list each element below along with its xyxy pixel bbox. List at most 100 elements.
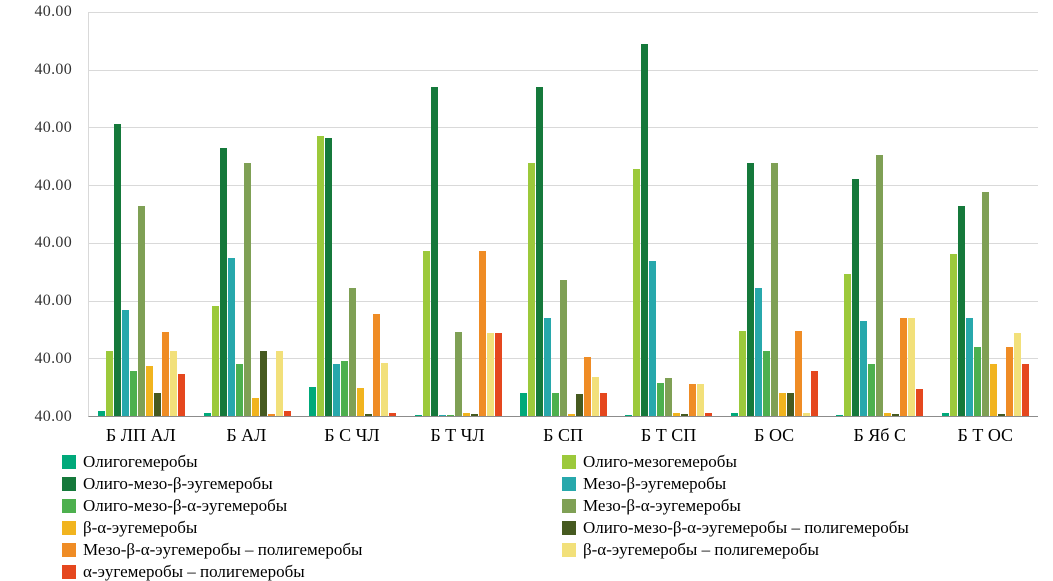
bar-group-9 [933, 12, 1038, 416]
legend: Олигогемеробы Олиго-мезогемеробы Олиго-мез… [62, 452, 1042, 581]
bar-series-1 [730, 412, 738, 416]
bar-series-11 [1021, 364, 1029, 416]
y-tick-label: 40.00 [34, 60, 72, 78]
bar-series-10 [381, 362, 389, 416]
gridline [89, 127, 1038, 129]
x-axis-label-6: Б Т СП [640, 425, 697, 445]
y-axis-tick-labels: 40.00 40.00 40.00 40.00 40.00 40.00 40.00 40.00 [0, 3, 80, 425]
bar-series-5 [130, 370, 138, 416]
y-tick-label: 40.00 [34, 118, 72, 136]
bar-series-9 [478, 250, 486, 416]
bar-series-5 [973, 346, 981, 416]
bar-series-8 [259, 351, 267, 416]
bar-series-4 [122, 309, 130, 416]
bar-series-4 [543, 317, 551, 416]
bar-series-2 [949, 254, 957, 416]
bar-series-5 [657, 382, 665, 416]
legend-item-9: Мезо-β-α-эугемеробы – полигемеробы [62, 540, 556, 559]
bar-group-4 [405, 12, 510, 416]
bar-series-2 [317, 135, 325, 416]
legend-swatch-icon [562, 498, 576, 513]
legend-swatch-icon [562, 542, 576, 557]
legend-swatch-icon [62, 564, 76, 579]
bar-series-7 [146, 366, 154, 416]
bar-series-7 [357, 388, 365, 416]
x-axis-label-2: Б АЛ [226, 425, 267, 445]
bar-series-6 [981, 192, 989, 416]
legend-swatch-icon [62, 498, 76, 513]
bar-series-3 [114, 123, 122, 416]
bar-series-6 [770, 163, 778, 416]
bar-series-6 [243, 163, 251, 416]
y-tick-label: 40.00 [34, 292, 72, 310]
legend-label: Олиго-мезо-β-α-эугемеробы – полигемеробы [583, 518, 909, 537]
bar-series-8 [681, 413, 689, 416]
gridline [89, 242, 1038, 244]
bar-series-6 [454, 331, 462, 416]
bar-series-7 [884, 412, 892, 416]
legend-item-2: Олиго-мезогемеробы [562, 452, 1042, 471]
bar-series-8 [470, 413, 478, 416]
gridline [89, 12, 1038, 13]
bar-series-9 [583, 357, 591, 416]
bar-series-2 [211, 306, 219, 416]
legend-label: Олиго-мезо-β-эугемеробы [83, 474, 273, 493]
gridline [89, 69, 1038, 71]
bar-series-5 [762, 351, 770, 416]
bar-series-3 [957, 205, 965, 416]
y-tick-label: 40.00 [34, 234, 72, 252]
legend-label: Олиго-мезогемеробы [583, 452, 737, 471]
bar-series-5 [446, 414, 454, 416]
legend-swatch-icon [562, 454, 576, 469]
legend-item-4: Мезо-β-эугемеробы [562, 474, 1042, 493]
bar-series-1 [519, 392, 527, 416]
bar-series-4 [754, 287, 762, 416]
legend-label: Мезо-β-α-эугемеробы – полигемеробы [83, 540, 363, 559]
bar-group-6 [616, 12, 721, 416]
bar-series-8 [786, 392, 794, 416]
legend-swatch-icon [62, 520, 76, 535]
legend-label: Олигогемеробы [83, 452, 198, 471]
bar-series-3 [535, 87, 543, 416]
bar-series-4 [965, 317, 973, 416]
legend-label: α-эугемеробы – полигемеробы [83, 562, 305, 581]
x-axis-label-9: Б Т ОС [957, 425, 1014, 445]
bar-series-9 [162, 331, 170, 416]
bar-group-2 [194, 12, 299, 416]
bar-series-9 [689, 383, 697, 416]
bar-series-5 [341, 360, 349, 416]
legend-item-1: Олигогемеробы [62, 452, 556, 471]
y-tick-label: 40.00 [34, 3, 72, 20]
bar-series-8 [154, 392, 162, 416]
y-tick-label: 40.00 [34, 350, 72, 368]
bar-series-6 [138, 205, 146, 416]
bar-series-4 [860, 321, 868, 416]
bar-series-10 [908, 317, 916, 416]
bar-series-3 [746, 163, 754, 416]
bar-series-11 [283, 411, 291, 416]
bar-series-4 [438, 414, 446, 416]
bar-series-2 [844, 274, 852, 416]
bar-series-1 [625, 414, 633, 416]
legend-swatch-icon [62, 476, 76, 491]
bar-series-10 [275, 351, 283, 416]
bar-series-2 [738, 330, 746, 416]
bar-series-10 [591, 376, 599, 416]
bar-group-5 [511, 12, 616, 416]
bar-series-9 [373, 314, 381, 416]
x-axis-label-8: Б Яб С [853, 425, 906, 445]
legend-label: β-α-эугемеробы – полигемеробы [583, 540, 819, 559]
bar-series-3 [219, 148, 227, 416]
bar-group-7 [722, 12, 827, 416]
bar-series-2 [527, 163, 535, 416]
legend-item-6: Мезо-β-α-эугемеробы [562, 496, 1042, 515]
bar-series-11 [389, 412, 397, 416]
bar-series-5 [235, 364, 243, 416]
bar-series-7 [673, 412, 681, 416]
legend-swatch-icon [562, 476, 576, 491]
legend-swatch-icon [562, 520, 576, 535]
gridline [89, 185, 1038, 187]
bar-series-1 [309, 387, 317, 416]
legend-item-3: Олиго-мезо-β-эугемеробы [62, 474, 556, 493]
